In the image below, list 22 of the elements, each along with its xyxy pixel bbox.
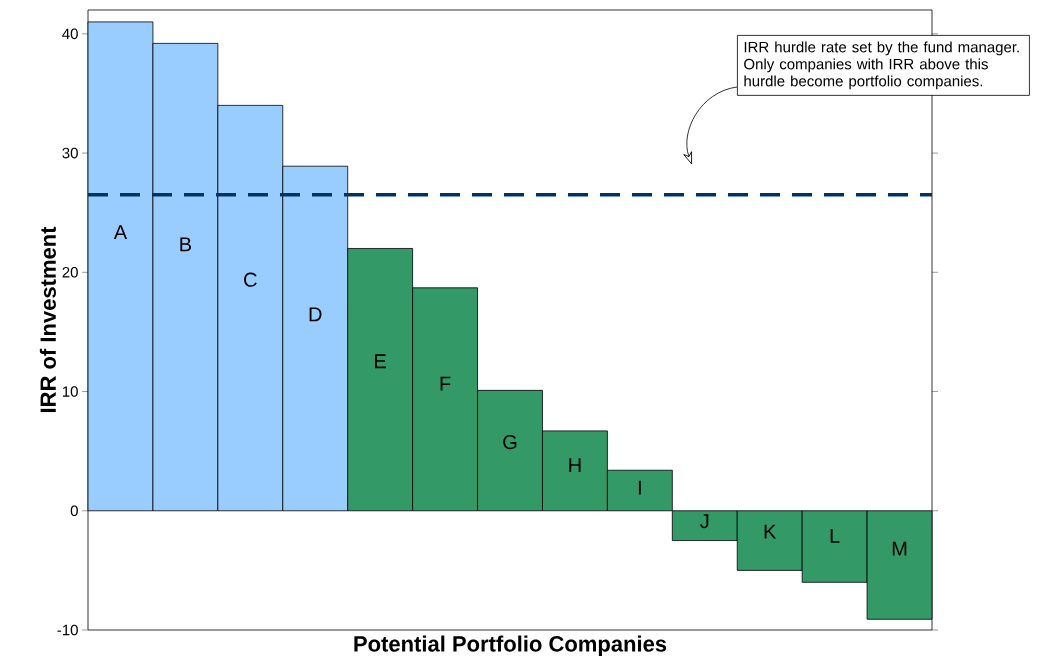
x-tick-label: D: [309, 307, 322, 322]
x-tick-label: E: [375, 354, 386, 369]
x-tick-label: J: [700, 514, 709, 529]
y-tick-label: 30: [62, 147, 78, 159]
y-tick-label: -10: [57, 624, 78, 636]
x-tick-label: G: [503, 435, 517, 450]
x-tick-label: I: [638, 480, 641, 495]
y-tick-label: 10: [62, 386, 78, 397]
x-axis-title: Potential Portfolio Companies: [354, 635, 667, 657]
y-axis-title: IRR of Investment: [39, 226, 56, 413]
y-tick-label: 40: [62, 28, 78, 40]
x-tick-label: A: [113, 225, 128, 239]
x-tick-label: C: [244, 272, 257, 287]
annotation: IRR hurdle rate set by the fund manager. Only companies with IRR above this hurdle become portfolio companies.: [744, 41, 1019, 90]
x-tick-label: K: [764, 524, 777, 539]
x-tick-label: L: [830, 528, 840, 543]
x-tick-label: H: [569, 458, 581, 473]
y-tick-label: 0: [70, 505, 78, 517]
y-tick-label: 20: [62, 267, 78, 278]
x-tick-label: F: [440, 376, 451, 391]
x-tick-label: M: [892, 541, 907, 556]
x-tick-label: B: [180, 237, 191, 252]
